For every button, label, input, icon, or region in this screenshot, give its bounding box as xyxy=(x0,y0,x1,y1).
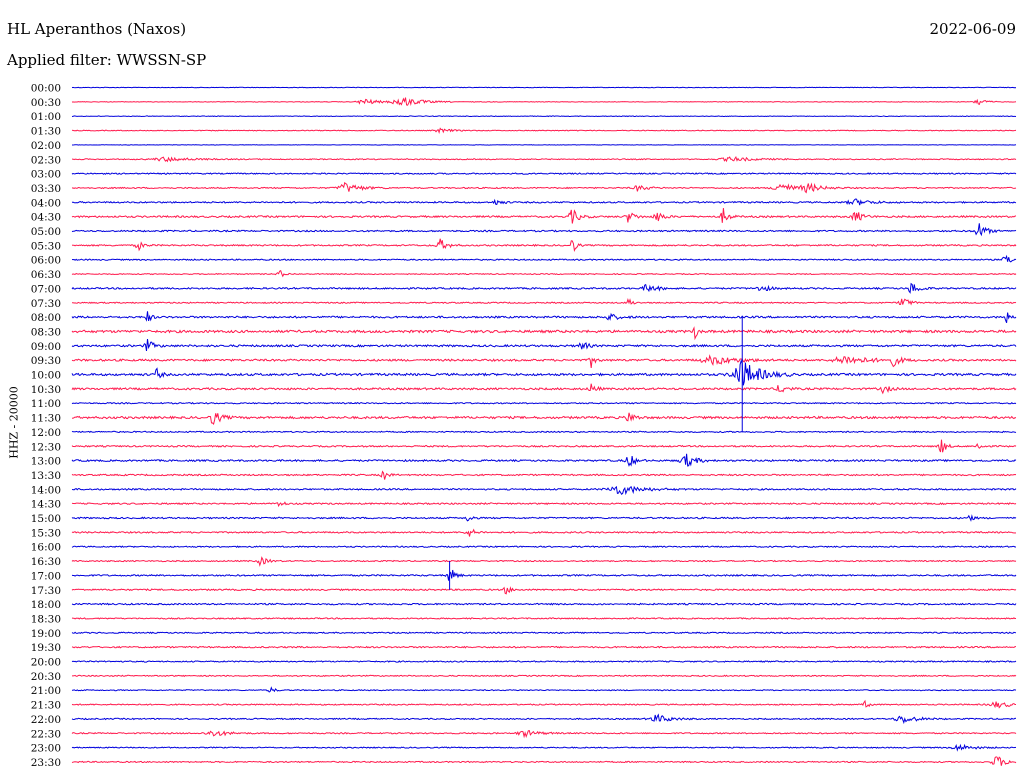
row-label: 04:00 xyxy=(31,197,61,209)
row-label: 19:00 xyxy=(31,628,61,640)
row-label: 09:00 xyxy=(31,341,61,353)
row-label: 02:00 xyxy=(31,140,61,152)
trace-line xyxy=(71,470,1017,480)
row-label: 08:30 xyxy=(31,326,61,338)
row-label: 03:30 xyxy=(31,183,61,195)
row-label: 02:30 xyxy=(31,154,61,166)
row-label: 08:00 xyxy=(31,312,61,324)
trace-line xyxy=(71,645,1016,649)
row-label: 23:30 xyxy=(31,757,61,769)
trace-line xyxy=(71,743,1017,752)
trace-line xyxy=(71,602,1017,606)
trace-line xyxy=(71,127,1017,135)
trace-line xyxy=(71,198,1017,206)
trace-line xyxy=(71,485,1017,496)
trace-line xyxy=(71,208,1017,224)
row-label: 11:00 xyxy=(31,398,61,410)
row-label: 17:00 xyxy=(31,570,61,582)
row-label: 00:00 xyxy=(31,83,61,95)
trace-line xyxy=(71,354,1017,368)
trace-line xyxy=(71,359,1017,386)
trace-line xyxy=(71,430,1017,434)
trace-line xyxy=(71,282,1017,294)
row-label: 19:30 xyxy=(31,642,61,654)
filter-label: Applied filter: WWSSN-SP xyxy=(7,51,207,69)
row-label: 16:00 xyxy=(31,542,61,554)
row-label: 03:00 xyxy=(31,169,61,181)
trace-line xyxy=(71,238,1017,252)
trace-line xyxy=(71,223,1017,237)
row-label: 22:30 xyxy=(31,728,61,740)
row-label: 10:30 xyxy=(31,384,61,396)
row-label: 13:30 xyxy=(31,470,61,482)
row-label: 18:00 xyxy=(31,599,61,611)
date-label: 2022-06-09 xyxy=(929,20,1016,38)
row-label: 16:30 xyxy=(31,556,61,568)
row-label: 00:30 xyxy=(31,97,61,109)
trace-line xyxy=(71,730,1017,739)
row-label: 21:00 xyxy=(31,685,61,697)
trace-line xyxy=(71,556,1017,567)
trace-line xyxy=(71,501,1017,508)
row-label: 01:30 xyxy=(31,126,61,138)
trace-line xyxy=(71,383,1017,395)
trace-line xyxy=(71,569,1017,581)
row-label: 23:00 xyxy=(31,743,61,755)
row-label: 12:00 xyxy=(31,427,61,439)
row-label: 09:30 xyxy=(31,355,61,367)
trace-line xyxy=(71,545,1016,549)
station-title: HL Aperanthos (Naxos) xyxy=(7,20,187,38)
trace-line xyxy=(72,686,1017,693)
row-label: 18:30 xyxy=(31,613,61,625)
row-label: 11:30 xyxy=(31,413,61,425)
row-label: 14:00 xyxy=(31,484,61,496)
row-label: 15:30 xyxy=(31,527,61,539)
trace-line xyxy=(71,311,1017,323)
row-label: 17:30 xyxy=(31,585,61,597)
row-label: 14:30 xyxy=(31,499,61,511)
trace-line xyxy=(71,713,1017,725)
trace-line xyxy=(71,254,1017,263)
trace-line xyxy=(72,674,1017,678)
trace-line xyxy=(71,339,1017,351)
trace-line xyxy=(71,172,1017,175)
row-label: 20:30 xyxy=(31,671,61,683)
trace-line xyxy=(71,528,1017,537)
row-label: 07:30 xyxy=(31,298,61,310)
trace-line xyxy=(71,586,1017,595)
trace-line xyxy=(71,617,1017,620)
row-label: 13:00 xyxy=(31,456,61,468)
trace-line xyxy=(71,326,1017,341)
trace-line xyxy=(71,401,1017,405)
row-label: 07:00 xyxy=(31,283,61,295)
row-label: 01:00 xyxy=(31,111,61,123)
row-label: 21:30 xyxy=(31,700,61,712)
row-label: 06:00 xyxy=(31,255,61,267)
trace-line xyxy=(71,756,1017,766)
row-label: 15:00 xyxy=(31,513,61,525)
trace-line xyxy=(72,156,1017,163)
trace-line xyxy=(71,298,1017,306)
row-label: 06:30 xyxy=(31,269,61,281)
trace-line xyxy=(71,115,1017,118)
trace-line xyxy=(71,699,1016,709)
trace-line xyxy=(71,412,1017,425)
trace-line xyxy=(71,439,1017,453)
row-label: 12:30 xyxy=(31,441,61,453)
row-label: 22:00 xyxy=(31,714,61,726)
row-label: 10:00 xyxy=(31,370,61,382)
trace-line xyxy=(71,660,1017,663)
row-label: 05:30 xyxy=(31,240,61,252)
row-label: 04:30 xyxy=(31,212,61,224)
row-label: 20:00 xyxy=(31,657,61,669)
trace-line xyxy=(71,181,1017,194)
trace-line xyxy=(71,631,1017,635)
trace-line xyxy=(71,514,1017,522)
trace-line xyxy=(71,270,1017,278)
trace-line xyxy=(71,453,1017,467)
trace-line xyxy=(71,97,1017,106)
row-label: 05:00 xyxy=(31,226,61,238)
